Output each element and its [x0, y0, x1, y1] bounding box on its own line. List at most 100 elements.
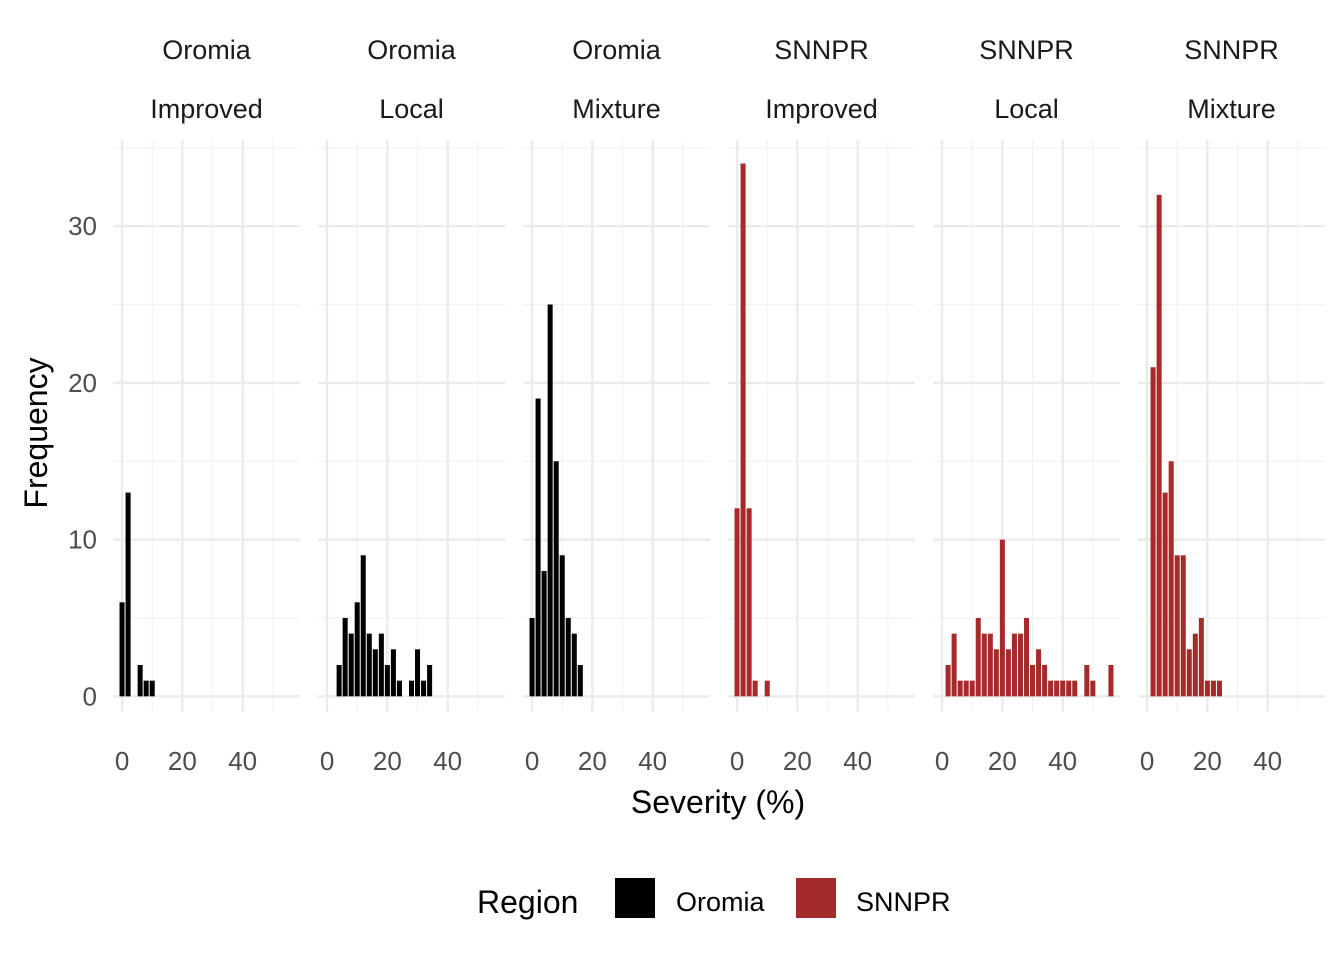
histogram-bar — [1168, 461, 1174, 697]
histogram-bar — [764, 680, 770, 697]
histogram-bar — [149, 680, 155, 697]
facet-panel: 0 20 40 SNNPR Local — [933, 35, 1120, 776]
histogram-bar — [427, 664, 433, 697]
histogram-bar — [1072, 680, 1078, 697]
histogram-bar — [1005, 649, 1011, 697]
x-tick-label: 20 — [168, 746, 197, 776]
facet-panels: 0 20 40 Oromia Improved 0 20 40 Oromia Local 0 20 40… — [113, 35, 1325, 776]
histogram-bar — [360, 555, 366, 697]
histogram-bar — [1060, 680, 1066, 697]
legend-label-snnpr: SNNPR — [856, 887, 951, 917]
y-tick-label: 30 — [68, 211, 97, 241]
histogram-bar — [969, 680, 975, 697]
histogram-bar — [390, 649, 396, 697]
histogram-bar — [1054, 680, 1060, 697]
x-tick-label: 40 — [843, 746, 872, 776]
histogram-bar — [1023, 617, 1030, 697]
x-tick-label: 0 — [1140, 746, 1154, 776]
strip-label-variety: Mixture — [1187, 94, 1276, 124]
facet-panel: 0 20 40 Oromia Improved — [113, 35, 300, 776]
histogram-bar — [553, 461, 559, 697]
strip-label-region: SNNPR — [1184, 35, 1279, 65]
strip-label-region: SNNPR — [979, 35, 1074, 65]
histogram-bar — [1036, 649, 1042, 697]
histogram-bar — [951, 633, 957, 697]
x-tick-label: 0 — [320, 746, 334, 776]
strip-label-variety: Improved — [765, 94, 878, 124]
histogram-bar — [547, 304, 553, 697]
histogram-bar — [408, 680, 415, 697]
histogram-bar — [137, 664, 143, 697]
histogram-bar — [957, 680, 963, 697]
x-tick-label: 0 — [730, 746, 744, 776]
histogram-bar — [752, 680, 758, 697]
y-tick-label: 20 — [68, 368, 97, 398]
histogram-bar — [1180, 555, 1186, 697]
histogram-bar — [1066, 680, 1072, 697]
strip-label-variety: Local — [379, 94, 444, 124]
histogram-bar — [1017, 633, 1023, 697]
histogram-bar — [541, 570, 547, 697]
histogram-bar — [981, 633, 987, 697]
histogram-bar — [1030, 664, 1036, 697]
strip-label-region: SNNPR — [774, 35, 869, 65]
x-tick-label: 0 — [935, 746, 949, 776]
x-tick-label: 40 — [1048, 746, 1077, 776]
x-tick-label: 40 — [228, 746, 257, 776]
histogram-bar — [535, 398, 541, 697]
histogram-bar — [354, 602, 360, 697]
x-tick-label: 40 — [433, 746, 462, 776]
y-tick-label: 10 — [68, 525, 97, 555]
histogram-bar — [945, 664, 951, 697]
legend-label-oromia: Oromia — [676, 887, 765, 917]
histogram-bar — [366, 633, 372, 697]
legend-key-snnpr — [796, 878, 836, 918]
facet-panel: 0 20 40 Oromia Mixture — [523, 35, 710, 776]
histogram-bar — [987, 633, 993, 697]
x-tick-label: 40 — [1253, 746, 1282, 776]
strip-label-region: Oromia — [162, 35, 251, 65]
histogram-bar — [740, 163, 746, 697]
histogram-bar — [415, 649, 421, 697]
histogram-bar — [378, 633, 384, 697]
histogram-bar — [1204, 680, 1210, 697]
legend-title: Region — [477, 884, 578, 920]
legend: Region Oromia SNNPR — [477, 878, 951, 920]
x-tick-label: 40 — [638, 746, 667, 776]
histogram-bar — [1156, 194, 1162, 697]
histogram-bar — [1174, 555, 1180, 697]
histogram-bar — [1090, 680, 1096, 697]
histogram-bar — [1186, 649, 1192, 697]
histogram-bar — [336, 664, 342, 697]
histogram-bar — [963, 680, 969, 697]
x-axis-title: Severity (%) — [631, 784, 805, 820]
histogram-bar — [571, 633, 577, 697]
histogram-bar — [1084, 664, 1090, 697]
legend-key-oromia — [615, 878, 655, 918]
histogram-bar — [529, 617, 535, 697]
histogram-bar — [1216, 680, 1222, 697]
histogram-bar — [119, 602, 125, 697]
y-axis: 0 10 20 30 — [68, 211, 97, 711]
facet-panel: 0 20 40 SNNPR Mixture — [1138, 35, 1325, 776]
histogram-bar — [734, 508, 740, 697]
histogram-bar — [125, 492, 131, 697]
strip-label-region: Oromia — [572, 35, 661, 65]
histogram-bar — [396, 680, 402, 697]
histogram-bar — [577, 664, 583, 697]
y-axis-title: Frequency — [18, 357, 54, 508]
histogram-bar — [421, 680, 427, 697]
histogram-bar — [1011, 633, 1017, 697]
x-tick-label: 20 — [783, 746, 812, 776]
histogram-bar — [559, 555, 565, 697]
histogram-bar — [565, 617, 571, 697]
x-tick-label: 20 — [988, 746, 1017, 776]
histogram-bar — [1048, 680, 1054, 697]
strip-label-variety: Mixture — [572, 94, 661, 124]
histogram-bar — [1162, 492, 1168, 697]
histogram-bar — [1108, 664, 1114, 697]
x-tick-label: 20 — [578, 746, 607, 776]
histogram-bar — [143, 680, 149, 697]
histogram-bar — [1150, 367, 1156, 697]
